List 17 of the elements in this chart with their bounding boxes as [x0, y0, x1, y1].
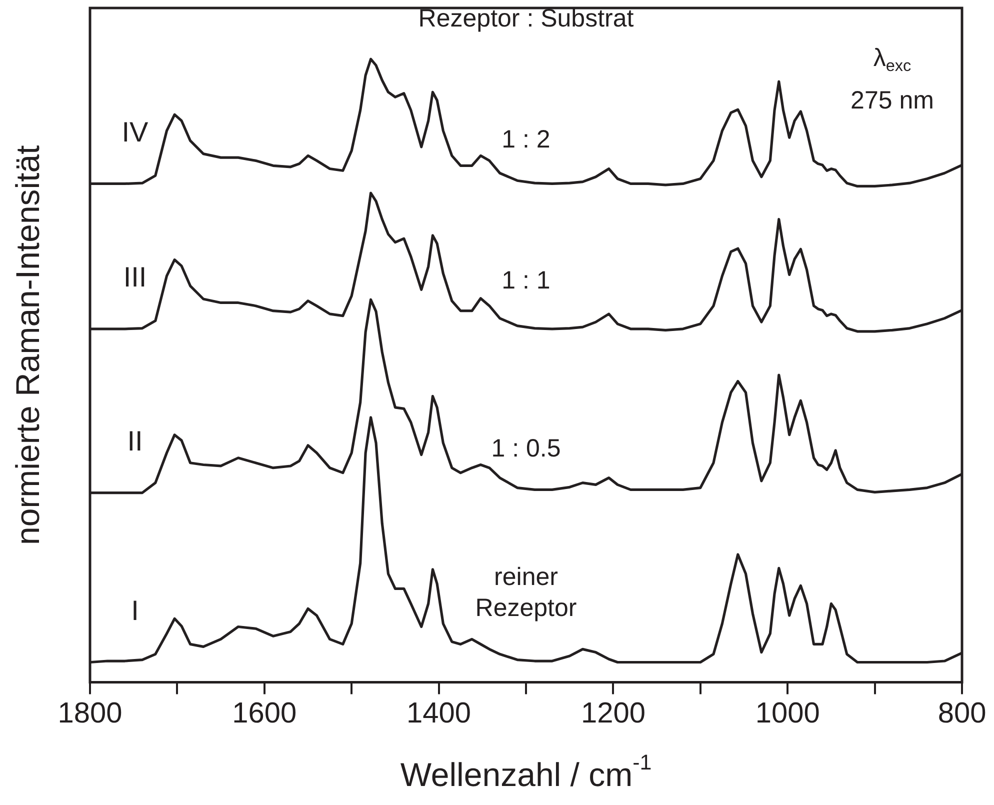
series-label: I: [131, 594, 139, 626]
x-tick-label: 1600: [232, 698, 297, 730]
x-tick-label: 1400: [406, 698, 472, 730]
text: Rezeptor : Substrat: [418, 4, 634, 33]
series-label: III: [123, 262, 147, 293]
x-tick-label: 800: [938, 698, 986, 730]
annotation: 275 nm: [850, 86, 934, 114]
x-tick-label: 1000: [755, 698, 820, 730]
annotation: 1 : 2: [502, 126, 550, 154]
series-label: IV: [122, 116, 149, 148]
y-axis-title: normierte Raman-Intensität: [9, 145, 46, 546]
x-tick-label: 1800: [58, 698, 122, 730]
annotation: reiner Rezeptor: [475, 562, 577, 622]
x-tick-label: 1200: [580, 698, 646, 730]
annotation: 1 : 0.5: [491, 434, 561, 463]
series-label: II: [127, 425, 143, 456]
annotation: 1 : 1: [502, 266, 550, 294]
